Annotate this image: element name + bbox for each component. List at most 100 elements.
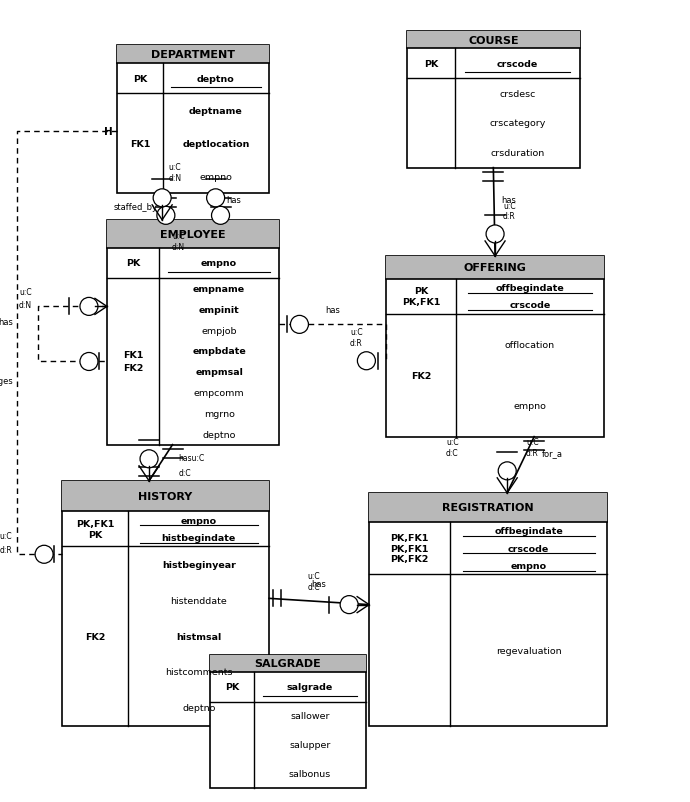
Bar [210,655,366,788]
Circle shape [340,596,358,614]
Bar [407,32,580,49]
Circle shape [140,450,158,468]
Text: sallower: sallower [290,711,330,720]
Text: histbeginyear: histbeginyear [161,560,236,569]
Circle shape [35,545,53,564]
Text: PK: PK [126,259,140,268]
Text: FK2: FK2 [85,632,106,641]
Text: empname: empname [193,285,245,294]
Text: crscategory: crscategory [489,119,546,128]
Bar [407,32,580,168]
Text: deptno: deptno [197,75,235,83]
Bar [107,221,279,445]
Text: hasu:C: hasu:C [179,453,205,462]
Text: empcomm: empcomm [194,389,244,398]
Text: PK: PK [133,75,147,83]
Text: deptno: deptno [182,703,215,712]
Circle shape [290,316,308,334]
Circle shape [206,189,225,208]
Text: FK1
FK2: FK1 FK2 [123,350,143,373]
Text: SALGRADE: SALGRADE [255,658,322,669]
Bar [369,493,607,522]
Text: empmsal: empmsal [195,368,243,377]
Text: u:C
d:R: u:C d:R [526,438,539,457]
Text: EMPLOYEE: EMPLOYEE [160,229,226,240]
Text: u:C: u:C [19,288,32,297]
Circle shape [486,225,504,244]
Text: offlocation: offlocation [505,340,555,350]
Text: u:C: u:C [0,532,12,541]
Circle shape [153,189,171,208]
Text: deptname: deptname [189,107,243,115]
Text: empno: empno [513,402,546,411]
Text: deptlocation: deptlocation [182,140,250,148]
Text: u:C
d:C: u:C d:C [446,438,459,457]
Text: staffed_by: staffed_by [114,203,158,212]
Text: u:C
d:N: u:C d:N [168,164,181,183]
Text: PK: PK [424,59,438,69]
Bar [210,655,366,672]
Text: empjob: empjob [201,326,237,335]
Bar [386,257,604,437]
Circle shape [80,353,98,371]
Text: crscode: crscode [509,301,551,310]
Text: for_a: for_a [542,448,563,457]
Circle shape [80,298,98,316]
Text: OFFERING: OFFERING [464,263,526,273]
Bar [62,481,269,726]
Text: has: has [326,306,340,315]
Text: empno: empno [181,516,217,525]
Text: histenddate: histenddate [170,596,227,605]
Text: PK: PK [225,683,239,691]
Text: u:C
d:N: u:C d:N [172,232,185,251]
Text: empbdate: empbdate [193,347,246,356]
Text: crsdesc: crsdesc [500,90,535,99]
Text: PK,FK1
PK: PK,FK1 PK [76,520,115,539]
Text: empno: empno [199,173,233,182]
Text: PK
PK,FK1: PK PK,FK1 [402,287,440,306]
Text: u:C
d:R: u:C d:R [350,328,363,347]
Text: histbegindate: histbegindate [161,533,236,542]
Bar [62,481,269,512]
Text: manages: manages [0,377,13,386]
Text: mgrno: mgrno [204,409,235,419]
Text: FK1: FK1 [130,140,150,148]
Text: salupper: salupper [289,740,331,749]
Text: HISTORY: HISTORY [139,492,193,501]
Bar [107,221,279,249]
Bar [117,46,269,64]
Text: deptno: deptno [202,430,236,439]
Text: REGISTRATION: REGISTRATION [442,503,534,512]
Text: has: has [312,580,326,589]
Circle shape [498,462,516,480]
Text: empno: empno [511,561,546,570]
Text: has: has [226,196,242,205]
Text: DEPARTMENT: DEPARTMENT [151,50,235,60]
Bar [369,493,607,726]
Text: u:C
d:R: u:C d:R [503,201,516,221]
Text: COURSE: COURSE [468,35,519,46]
Text: u:C
d:C: u:C d:C [308,572,320,591]
Text: empinit: empinit [199,306,239,314]
Text: offbegindate: offbegindate [495,283,564,293]
Circle shape [157,207,175,225]
Text: salgrade: salgrade [286,683,333,691]
Bar [386,257,604,279]
Circle shape [357,352,375,371]
Text: d:R: d:R [0,545,12,555]
Text: salbonus: salbonus [288,769,331,778]
Text: crscode: crscode [497,59,538,69]
Text: histcomments: histcomments [165,667,233,677]
Text: H: H [104,127,112,137]
Bar [117,46,269,194]
Circle shape [212,207,230,225]
Text: histmsal: histmsal [176,632,221,641]
Text: has: has [502,196,516,205]
Text: FK2: FK2 [411,371,431,380]
Text: offbegindate: offbegindate [494,527,563,536]
Text: crscode: crscode [508,544,549,553]
Text: d:C: d:C [179,468,191,477]
Text: d:N: d:N [19,301,32,310]
Text: PK,FK1
PK,FK1
PK,FK2: PK,FK1 PK,FK1 PK,FK2 [391,533,428,563]
Text: regevaluation: regevaluation [496,646,562,654]
